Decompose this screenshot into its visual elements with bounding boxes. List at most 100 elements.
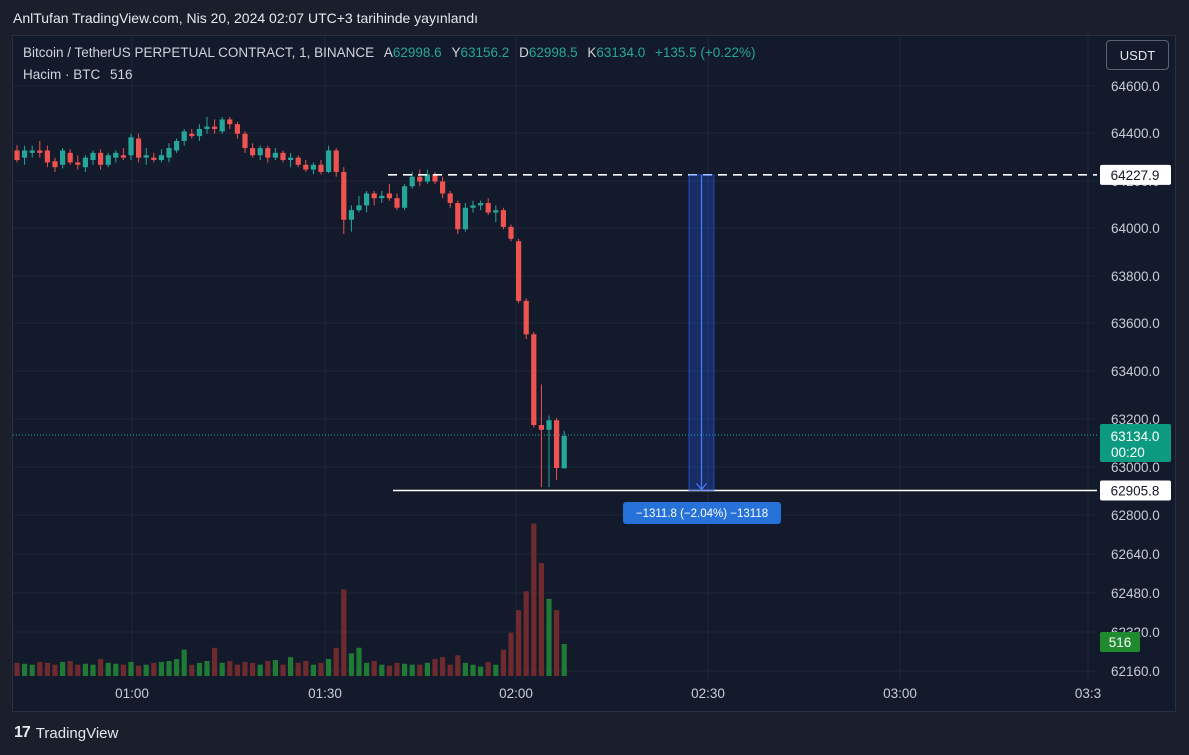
candle-body — [113, 152, 119, 158]
candle-countdown: 00:20 — [1111, 445, 1145, 460]
time-tick-label: 03:00 — [883, 686, 917, 701]
candle-body — [136, 138, 142, 158]
volume-bar — [318, 662, 324, 676]
currency-button[interactable]: USDT — [1106, 40, 1169, 70]
publish-line: AnlTufan TradingView.com, Nis 20, 2024 0… — [13, 10, 478, 26]
candle-body — [554, 420, 560, 468]
candle-body — [379, 195, 385, 199]
volume-bar — [189, 664, 195, 676]
chart-frame[interactable] — [12, 35, 1176, 712]
volume-bar — [98, 659, 104, 676]
candle-body — [44, 150, 50, 163]
volume-bar — [310, 664, 316, 676]
candle-body — [561, 436, 567, 469]
candle-body — [538, 425, 544, 430]
candle-body — [424, 174, 430, 182]
level-price-tag-label: 62905.8 — [1111, 483, 1160, 498]
volume-bars — [14, 523, 567, 676]
volume-bar — [394, 662, 400, 676]
symbol-name: Bitcoin / TetherUS PERPETUAL CONTRACT, 1… — [23, 45, 375, 60]
price-tick-label: 62800.0 — [1111, 508, 1160, 523]
time-axis: 01:00 01:30 02:00 02:30 03:00 03:3 — [115, 686, 1101, 701]
candle-body — [272, 152, 278, 158]
volume-tick-label: 62160.0 — [1111, 664, 1160, 679]
time-tick-label: 01:30 — [308, 686, 342, 701]
volume-bar — [326, 659, 332, 676]
volume-bar — [128, 661, 134, 676]
volume-bar — [531, 523, 537, 676]
volume-bar — [82, 663, 88, 676]
candle-body — [280, 152, 286, 161]
volume-bar — [257, 664, 263, 676]
last-price-value: 63134.0 — [1111, 429, 1160, 444]
tradingview-logo-icon: 17 — [14, 724, 31, 741]
volume-bar — [204, 660, 210, 676]
volume-bar — [250, 662, 256, 676]
time-tick-label: 03:3 — [1075, 686, 1101, 701]
price-tick-label: 63000.0 — [1111, 460, 1160, 475]
volume-bar — [462, 662, 468, 676]
volume-bar — [166, 660, 172, 676]
candle-body — [265, 148, 271, 158]
volume-bar — [105, 662, 111, 676]
volume-bar — [14, 662, 20, 676]
candle-body — [333, 150, 339, 172]
volume-bar — [242, 661, 248, 676]
price-tick-label: 64000.0 — [1111, 221, 1160, 236]
volume-bar — [516, 610, 522, 676]
low-label: D — [519, 45, 529, 60]
grid-lines — [13, 36, 1097, 680]
volume-bar — [447, 664, 453, 676]
candles — [14, 117, 567, 488]
volume-bar — [379, 664, 385, 676]
candle-body — [371, 193, 377, 199]
high-label: Y — [451, 45, 461, 60]
close-value: 63134.0 — [596, 45, 646, 60]
last-price-tag — [1100, 424, 1171, 462]
volume-bar — [371, 660, 377, 676]
volume-bar — [508, 632, 514, 676]
candle-body — [493, 210, 499, 213]
volume-bar — [432, 659, 438, 676]
tradingview-brand[interactable]: 17 TradingView — [14, 724, 118, 742]
candle-body — [257, 148, 263, 156]
candle-body — [158, 155, 164, 161]
candle-body — [508, 226, 514, 239]
price-tick-label: 63600.0 — [1111, 316, 1160, 331]
volume-bar — [113, 663, 119, 676]
volume-bar — [402, 663, 408, 676]
volume-bar — [174, 659, 180, 676]
volume-bar — [333, 647, 339, 676]
volume-last-tag — [1100, 632, 1140, 652]
candle-body — [189, 133, 195, 137]
candle-body — [105, 155, 111, 165]
volume-value: 516 — [110, 67, 133, 82]
candle-body — [348, 210, 354, 220]
volume-bar — [440, 657, 446, 676]
volume-tick-label: 62640.0 — [1111, 547, 1160, 562]
volume-bar — [455, 655, 461, 676]
level-price-tag — [1100, 164, 1171, 185]
volume-bar — [120, 664, 126, 676]
candle-body — [82, 157, 88, 168]
price-tick-label: 64400.0 — [1111, 126, 1160, 141]
open-label: A — [383, 45, 393, 60]
volume-bar — [22, 663, 28, 676]
candle-body — [432, 174, 438, 182]
volume-bar — [60, 661, 66, 676]
candle-body — [500, 210, 506, 227]
candle-body — [462, 207, 468, 230]
candle-body — [227, 119, 233, 125]
volume-bar — [341, 589, 347, 676]
candle-body — [326, 150, 332, 172]
volume-bar — [493, 664, 499, 676]
measure-arrow-head — [696, 483, 707, 491]
candle-body — [440, 181, 446, 194]
price-tick-label: 63400.0 — [1111, 364, 1160, 379]
open-value: 62998.6 — [392, 45, 442, 60]
volume-bar — [409, 664, 415, 676]
candle-body — [166, 148, 172, 158]
volume-bar — [561, 644, 567, 676]
candle-body — [546, 420, 552, 430]
